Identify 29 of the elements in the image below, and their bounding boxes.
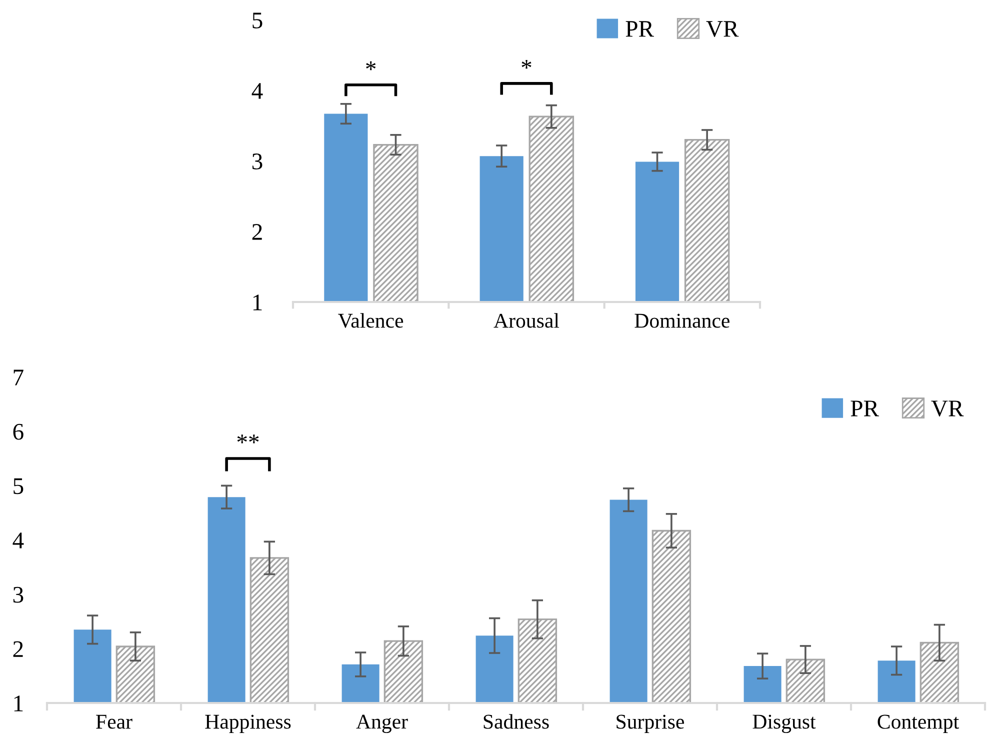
x-tick-label: Valence <box>338 313 404 328</box>
y-tick-label: 7 <box>14 370 24 386</box>
y-tick-label: 2 <box>252 224 262 240</box>
y-tick-label: 1 <box>14 696 23 712</box>
y-tick-label: 3 <box>13 586 24 603</box>
x-tick-label: Dominance <box>634 314 730 328</box>
y-tick-label: 5 <box>252 12 262 28</box>
annotation: ** <box>237 434 259 444</box>
x-tick-label: Happiness <box>205 714 291 734</box>
y-tick-label: 5 <box>14 478 24 494</box>
annotation: * <box>366 61 376 70</box>
x-tick-label: Anger <box>356 714 408 734</box>
y-tick-label: 6 <box>13 424 24 440</box>
y-tick-label: 4 <box>252 83 263 99</box>
legend-label: PR <box>626 21 654 37</box>
annotation: * <box>522 60 532 69</box>
x-tick-label: Arousal <box>494 313 560 328</box>
legend-label: PR <box>850 400 879 416</box>
y-tick-label: 3 <box>252 154 262 170</box>
y-tick-label: 2 <box>13 641 23 657</box>
legend-label: VR <box>931 400 964 417</box>
y-tick-label: 1 <box>253 294 262 310</box>
x-tick-label: Contempt <box>878 714 959 734</box>
x-tick-label: Sadness <box>484 714 549 729</box>
y-tick-label: 4 <box>12 532 24 548</box>
x-tick-label: Fear <box>96 714 132 729</box>
x-tick-label: Disgust <box>752 714 816 734</box>
legend-label: VR <box>706 21 739 37</box>
x-tick-label: Surprise <box>616 714 684 734</box>
